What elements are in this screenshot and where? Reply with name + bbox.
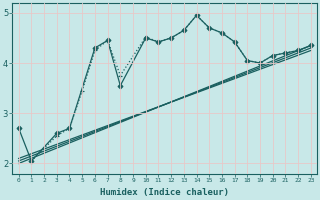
- X-axis label: Humidex (Indice chaleur): Humidex (Indice chaleur): [100, 188, 229, 197]
